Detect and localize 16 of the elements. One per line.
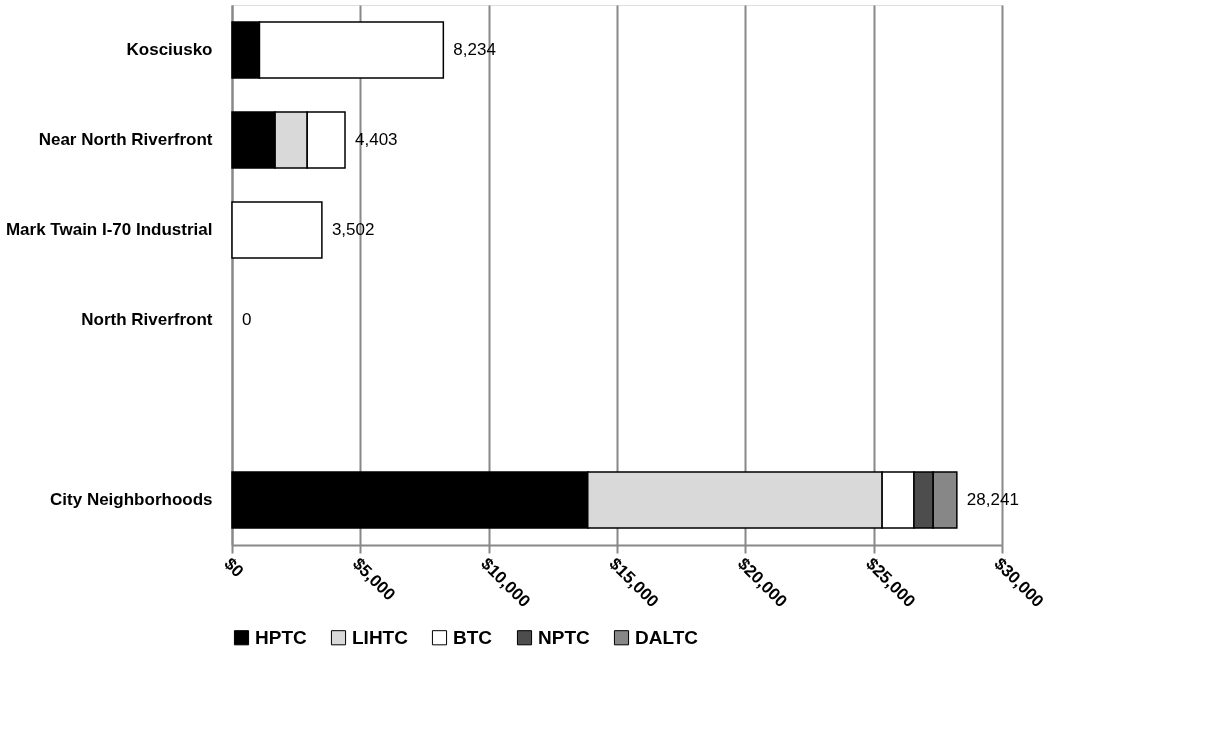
y-tick-label: Near North Riverfront (38, 130, 213, 149)
y-tick-label: Mark Twain I-70 Industrial (5, 220, 213, 239)
legend-label: BTC (453, 626, 493, 648)
total-label: 4,403 (355, 130, 398, 149)
y-tick-label: City Neighborhoods (50, 490, 213, 509)
total-label: 28,241 (966, 490, 1019, 509)
legend-label: DALTC (635, 626, 699, 648)
total-label: 8,234 (453, 40, 496, 59)
x-tick-label: $0 (220, 554, 248, 581)
total-label: 3,502 (331, 220, 375, 239)
legend-label: HPTC (255, 626, 307, 648)
legend-label: LIHTC (352, 626, 409, 648)
y-tick-label: Kosciusko (126, 40, 213, 59)
text: 0 (242, 310, 252, 329)
legend-label: NPTC (538, 626, 590, 648)
y-tick-label: North Riverfront (81, 310, 213, 329)
